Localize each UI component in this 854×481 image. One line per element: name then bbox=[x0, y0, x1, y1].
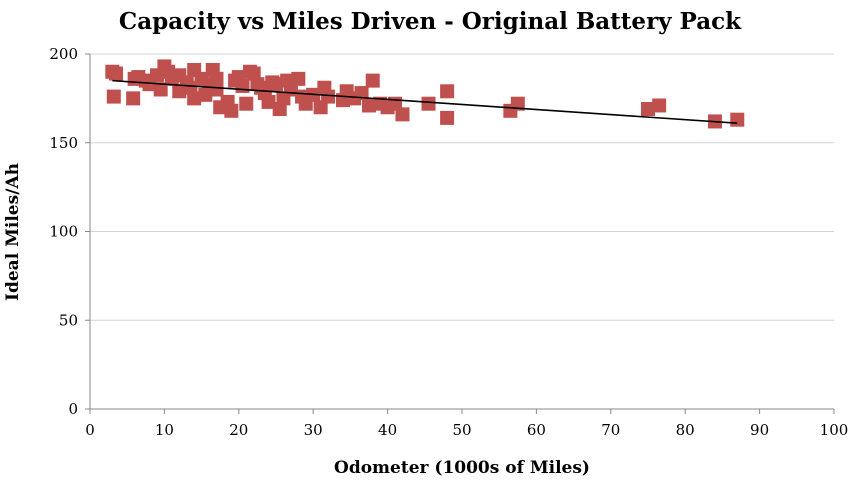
data-point bbox=[354, 86, 369, 101]
data-points bbox=[105, 59, 745, 129]
data-point bbox=[321, 89, 336, 104]
data-point bbox=[109, 66, 124, 81]
x-tick-label: 10 bbox=[155, 421, 174, 439]
x-axis-title: Odometer (1000s of Miles) bbox=[334, 458, 590, 478]
chart-title: Capacity vs Miles Driven - Original Batt… bbox=[119, 8, 742, 35]
x-tick-label: 80 bbox=[676, 421, 695, 439]
data-point bbox=[652, 98, 667, 113]
data-point bbox=[395, 107, 410, 122]
data-point bbox=[291, 71, 306, 86]
data-point bbox=[235, 78, 250, 93]
grid-layer bbox=[90, 53, 834, 321]
x-tick-label: 0 bbox=[85, 421, 95, 439]
data-point bbox=[313, 100, 328, 115]
x-tick-label: 100 bbox=[820, 421, 849, 439]
data-point bbox=[239, 96, 254, 111]
data-point bbox=[209, 82, 224, 97]
data-point bbox=[272, 102, 287, 117]
y-tick-label: 150 bbox=[49, 134, 78, 152]
trendline-layer bbox=[112, 79, 738, 125]
y-tick-label: 50 bbox=[59, 311, 78, 329]
data-point bbox=[153, 82, 168, 97]
data-point bbox=[421, 96, 436, 111]
data-point bbox=[730, 112, 745, 127]
y-axis-ticks: 0 50 100 150 200 bbox=[49, 45, 90, 418]
y-tick-label: 0 bbox=[68, 400, 78, 418]
x-axis-ticks: 0 10 20 30 40 50 60 70 80 90 100 bbox=[85, 409, 848, 439]
trendline bbox=[112, 79, 738, 125]
data-point bbox=[183, 80, 198, 95]
data-point bbox=[641, 102, 655, 117]
data-point bbox=[187, 91, 202, 106]
x-tick-label: 20 bbox=[229, 421, 248, 439]
data-point bbox=[440, 110, 455, 125]
x-tick-label: 60 bbox=[527, 421, 546, 439]
data-point bbox=[246, 66, 261, 81]
data-point bbox=[224, 103, 239, 118]
data-point bbox=[440, 84, 455, 99]
y-tick-label: 200 bbox=[49, 45, 78, 63]
x-tick-label: 90 bbox=[750, 421, 769, 439]
data-point bbox=[106, 89, 121, 104]
data-point bbox=[362, 98, 376, 113]
data-point bbox=[198, 87, 213, 102]
data-point bbox=[209, 71, 224, 86]
data-point bbox=[269, 77, 283, 92]
y-tick-label: 100 bbox=[49, 223, 78, 241]
data-point bbox=[126, 91, 141, 106]
data-point bbox=[365, 73, 380, 88]
data-point bbox=[261, 94, 276, 109]
x-tick-label: 70 bbox=[601, 421, 620, 439]
y-axis-title: Ideal Miles/Ah bbox=[3, 163, 23, 301]
data-point bbox=[510, 96, 525, 111]
x-tick-label: 50 bbox=[452, 421, 471, 439]
x-tick-label: 40 bbox=[378, 421, 397, 439]
x-tick-label: 30 bbox=[304, 421, 323, 439]
